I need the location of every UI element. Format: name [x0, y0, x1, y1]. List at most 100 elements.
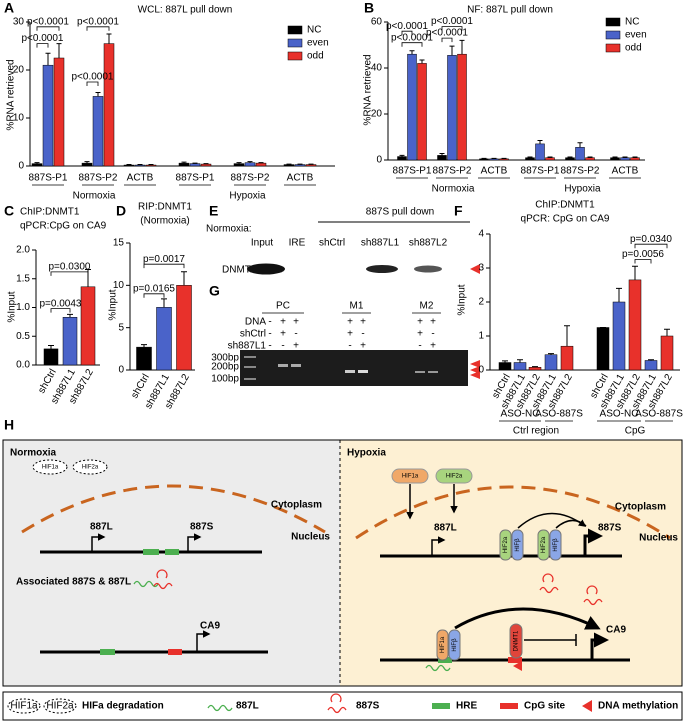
bar	[31, 163, 43, 167]
rna-887s	[327, 693, 347, 714]
group-label: ASO-NC	[600, 409, 639, 420]
row-label: DNMT1	[222, 265, 257, 276]
group-label: Normoxia	[73, 191, 116, 202]
hre	[432, 703, 450, 709]
hif-label: HIF1a	[42, 465, 59, 471]
legend-swatch	[287, 25, 303, 35]
bar	[660, 335, 674, 371]
sig-bracket	[401, 42, 423, 47]
error-bar	[106, 33, 112, 44]
y-tick-label: 40	[371, 63, 383, 74]
chart-title: WCL: 887L pull down	[138, 5, 233, 16]
error-bar	[612, 156, 618, 158]
y-tick-label: 0.0	[16, 360, 30, 371]
degraded-hif	[32, 459, 68, 475]
gene-label: 887L	[90, 522, 113, 533]
rna-887s	[539, 573, 559, 594]
error-bar	[577, 142, 583, 148]
bar	[612, 301, 626, 371]
legend-label: NC	[625, 17, 639, 28]
compartment: Cytoplasm	[271, 500, 322, 511]
bar	[565, 157, 575, 161]
cpg	[508, 657, 522, 663]
dnmt1	[509, 623, 523, 659]
band	[366, 265, 398, 273]
error-bar	[439, 153, 445, 156]
error-bar	[161, 298, 167, 308]
hre	[143, 549, 159, 555]
bar	[244, 162, 256, 167]
y-tick-label: 1	[478, 331, 484, 342]
p-value: p<0.0001	[27, 16, 69, 27]
x-tick-label: 887S-P2	[79, 173, 118, 184]
hif1a	[391, 468, 429, 484]
bar	[479, 158, 489, 161]
error-bar	[632, 156, 638, 158]
p-value: p=0.0165	[133, 283, 175, 294]
rna-887l	[207, 704, 233, 712]
region-label: CpG	[625, 426, 646, 437]
nuclear-membrane	[355, 485, 671, 540]
y-axis-label: %Input	[457, 284, 468, 315]
row-label: DNA	[245, 317, 266, 328]
chart-title: ChIP:DNMT1	[20, 207, 80, 218]
y-tick-label: 0	[376, 155, 382, 166]
gene-label: 887L	[434, 523, 457, 534]
bar	[123, 164, 135, 167]
hif-label: HIFβ	[452, 638, 458, 652]
sig-bracket	[634, 243, 668, 249]
panel-title: Hypoxia	[347, 448, 386, 459]
sign: -	[348, 341, 351, 352]
bar	[457, 53, 467, 161]
panel-letter: E	[209, 203, 218, 219]
panel-letter: C	[4, 203, 14, 219]
sign: +	[430, 341, 436, 352]
panel-letter: D	[116, 203, 126, 219]
legend-swatch	[287, 38, 303, 48]
error-bar	[409, 50, 415, 55]
rna-association: Associated 887S & 887L	[16, 577, 131, 588]
error-bar	[616, 287, 622, 302]
x-tick-label: 887S-P1	[176, 173, 215, 184]
bar	[545, 157, 555, 161]
frame	[2, 439, 683, 687]
sign: -	[268, 341, 271, 352]
ladder-label: 200bp	[211, 362, 239, 373]
p-value: p=0.0300	[49, 261, 91, 272]
error-bar	[399, 154, 405, 157]
lane-label: shCtrl	[319, 238, 345, 249]
sig-bracket	[634, 259, 652, 264]
sig-bracket	[50, 271, 89, 276]
group-label: M1	[350, 301, 364, 312]
sig-bracket	[86, 81, 99, 86]
legend-swatch	[605, 17, 621, 27]
error-bar	[502, 360, 508, 363]
hif-label: HIF2a	[541, 536, 547, 553]
hif-label: HIFβ	[515, 538, 521, 552]
x-tick-label: 887S-P2	[231, 173, 270, 184]
band	[278, 364, 288, 367]
y-tick-label: 1.5	[16, 273, 30, 284]
bar	[233, 163, 245, 167]
p-value: p<0.0001	[22, 33, 64, 44]
group-label: Hypoxia	[229, 191, 266, 202]
panel-letter: G	[209, 283, 220, 299]
y-axis-label: %RNA retrieved	[6, 59, 17, 130]
bar	[610, 157, 620, 161]
y-tick-label: 60	[371, 17, 383, 28]
hifb	[549, 529, 562, 561]
x-tick-label: 887S-P1	[521, 166, 560, 177]
gel-condition: Normoxia:	[206, 224, 252, 235]
error-bar	[648, 359, 654, 361]
bar	[136, 346, 152, 371]
p-value: p=0.0017	[143, 254, 185, 265]
legend-text: 887S	[356, 701, 380, 712]
panel-title: Normoxia	[10, 448, 57, 459]
x-tick-label: ACTB	[287, 173, 314, 184]
p-value: p<0.0001	[426, 28, 468, 39]
bar	[644, 360, 658, 371]
sign: +	[360, 341, 366, 352]
error-bar	[664, 328, 670, 336]
lane-label: Input	[251, 238, 273, 249]
